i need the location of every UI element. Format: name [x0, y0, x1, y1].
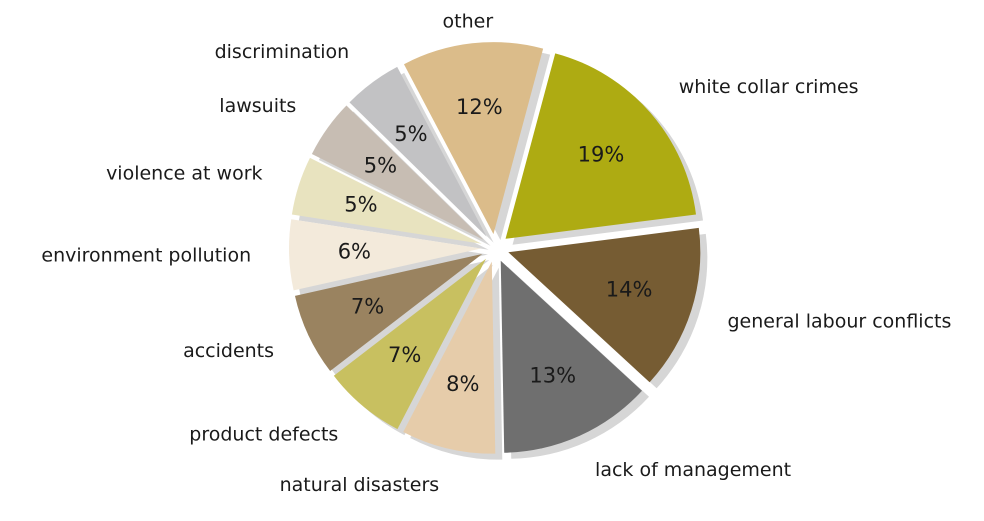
- value-label: 13%: [529, 363, 576, 387]
- pie-slice: [333, 258, 487, 430]
- category-label: accidents: [183, 340, 274, 362]
- pie-slice: [505, 53, 696, 239]
- pie-slice: [291, 157, 482, 244]
- category-label: white collar crimes: [679, 76, 859, 98]
- category-label: product defects: [189, 424, 338, 446]
- value-label: 12%: [456, 95, 503, 119]
- category-label: natural disasters: [280, 474, 440, 496]
- pie-slice: [294, 253, 483, 372]
- category-label: other: [443, 11, 494, 33]
- value-label: 7%: [388, 343, 421, 367]
- value-label: 5%: [364, 153, 397, 177]
- pie-slice: [500, 260, 643, 453]
- value-label: 7%: [351, 295, 384, 319]
- pie-slice: [311, 105, 484, 240]
- pie-slice: [289, 219, 482, 291]
- category-label: general labour conflicts: [727, 311, 951, 333]
- value-label: 6%: [338, 240, 371, 264]
- value-label: 8%: [446, 372, 479, 396]
- value-label: 5%: [344, 192, 377, 216]
- category-label: discrimination: [215, 41, 350, 63]
- category-label: lawsuits: [219, 95, 296, 117]
- pie-slice: [403, 42, 544, 235]
- category-label: environment pollution: [41, 245, 251, 267]
- pie-slice: [349, 66, 487, 237]
- value-label: 14%: [606, 278, 653, 302]
- value-label: 19%: [578, 142, 625, 166]
- pie-slice: [403, 261, 496, 454]
- category-label: lack of management: [595, 459, 791, 481]
- category-label: violence at work: [106, 162, 262, 184]
- value-label: 5%: [394, 122, 427, 146]
- pie-slice: [508, 227, 701, 383]
